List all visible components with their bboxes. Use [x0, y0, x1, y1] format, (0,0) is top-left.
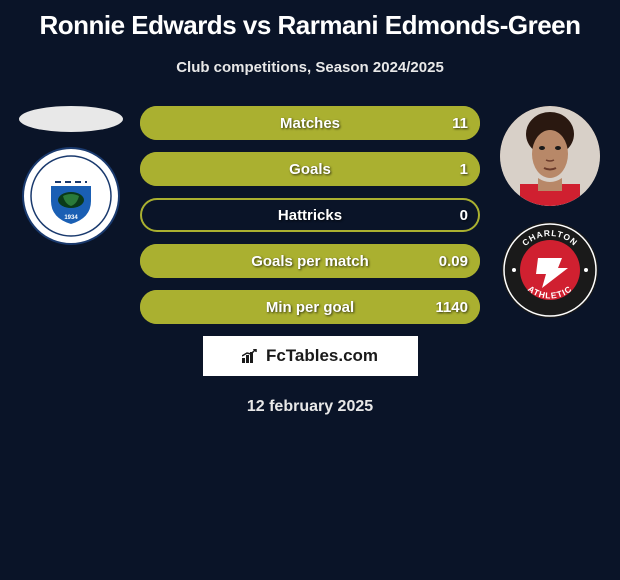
- stat-label: Goals per match: [140, 244, 480, 278]
- page-title: Ronnie Edwards vs Rarmani Edmonds-Green: [0, 10, 620, 41]
- left-player-column: 1934: [8, 106, 133, 246]
- stat-label: Min per goal: [140, 290, 480, 324]
- chart-icon: [242, 349, 260, 363]
- stat-label: Goals: [140, 152, 480, 186]
- player-avatar: [500, 106, 600, 206]
- stat-value-right: 1140: [435, 290, 468, 324]
- right-player-column: CHARLTON ATHLETIC: [487, 106, 612, 320]
- brand-text: FcTables.com: [266, 346, 378, 366]
- club-crest-peterborough: 1934: [21, 146, 121, 246]
- brand-box: FcTables.com: [203, 336, 418, 376]
- stat-row: Goals1: [140, 152, 480, 186]
- club-crest-charlton: CHARLTON ATHLETIC: [500, 220, 600, 320]
- player-avatar-placeholder: [19, 106, 123, 132]
- stat-value-right: 0.09: [439, 244, 468, 278]
- comparison-card: Ronnie Edwards vs Rarmani Edmonds-Green …: [0, 0, 620, 416]
- stat-row: Hattricks0: [140, 198, 480, 232]
- stat-value-right: 0: [460, 198, 468, 232]
- stat-value-right: 1: [460, 152, 468, 186]
- stat-row: Goals per match0.09: [140, 244, 480, 278]
- stat-row: Matches11: [140, 106, 480, 140]
- subtitle: Club competitions, Season 2024/2025: [0, 59, 620, 76]
- stat-label: Matches: [140, 106, 480, 140]
- stat-bars: Matches11 Goals1 Hattricks0 Goals per match…: [140, 106, 480, 324]
- stat-value-right: 11: [452, 106, 468, 140]
- main-content: 1934: [0, 106, 620, 324]
- stat-row: Min per goal1140: [140, 290, 480, 324]
- date-text: 12 february 2025: [0, 398, 620, 416]
- stat-label: Hattricks: [140, 198, 480, 232]
- svg-text:1934: 1934: [64, 215, 78, 221]
